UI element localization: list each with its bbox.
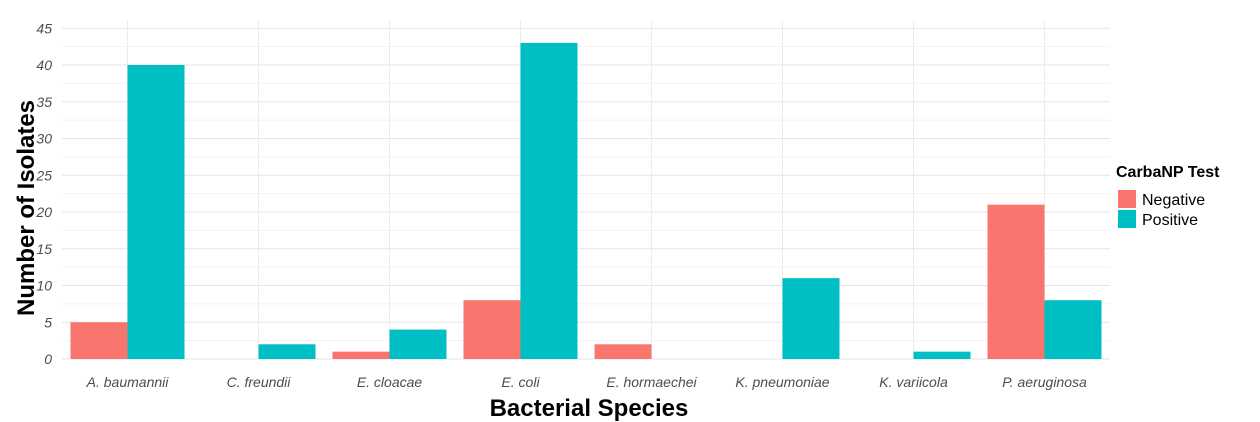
bar-positive (258, 344, 316, 359)
y-tick-label: 20 (35, 204, 52, 220)
legend: CarbaNP Test Negative Positive (1116, 164, 1220, 229)
legend-label-negative: Negative (1142, 192, 1205, 209)
bars (70, 42, 1102, 359)
bar-negative (594, 344, 652, 359)
bar-positive (127, 65, 185, 359)
x-tick-label: K. pneumoniae (735, 374, 829, 390)
bar-positive (913, 351, 971, 359)
x-axis-ticks: A. baumannii C. freundii E. cloacae E. coli… (86, 374, 1087, 390)
grid-lines (62, 20, 1110, 360)
y-tick-label: 10 (36, 278, 52, 294)
y-tick-label: 40 (36, 57, 52, 73)
x-tick-label: A. baumannii (86, 374, 170, 390)
x-tick-label: E. coli (501, 374, 540, 390)
legend-swatch-positive (1118, 210, 1136, 228)
legend-swatch-negative (1118, 190, 1136, 208)
y-tick-label: 45 (36, 20, 52, 36)
y-tick-label: 25 (35, 167, 52, 183)
bar-positive (782, 278, 840, 359)
y-axis-title: Number of Isolates (13, 100, 40, 316)
y-tick-label: 0 (44, 351, 52, 367)
bar-positive (520, 42, 578, 359)
x-tick-label: P. aeruginosa (1002, 374, 1087, 390)
bar-negative (70, 322, 128, 359)
bar-negative (332, 351, 390, 359)
legend-title: CarbaNP Test (1116, 164, 1220, 181)
y-tick-label: 35 (36, 94, 52, 110)
y-tick-label: 15 (36, 241, 52, 257)
x-tick-label: C. freundii (227, 374, 292, 390)
x-tick-label: E. cloacae (357, 374, 423, 390)
bar-positive (1044, 300, 1102, 359)
bar-negative (463, 300, 521, 359)
bar-negative (987, 204, 1045, 359)
x-tick-label: E. hormaechei (606, 374, 697, 390)
legend-label-positive: Positive (1142, 212, 1198, 229)
y-axis-ticks: 0 5 10 15 20 25 30 35 40 45 (35, 20, 52, 367)
x-axis-title: Bacterial Species (490, 395, 689, 422)
y-tick-label: 5 (44, 314, 52, 330)
bar-positive (389, 329, 447, 359)
y-tick-label: 30 (36, 131, 52, 147)
x-tick-label: K. variicola (879, 374, 948, 390)
